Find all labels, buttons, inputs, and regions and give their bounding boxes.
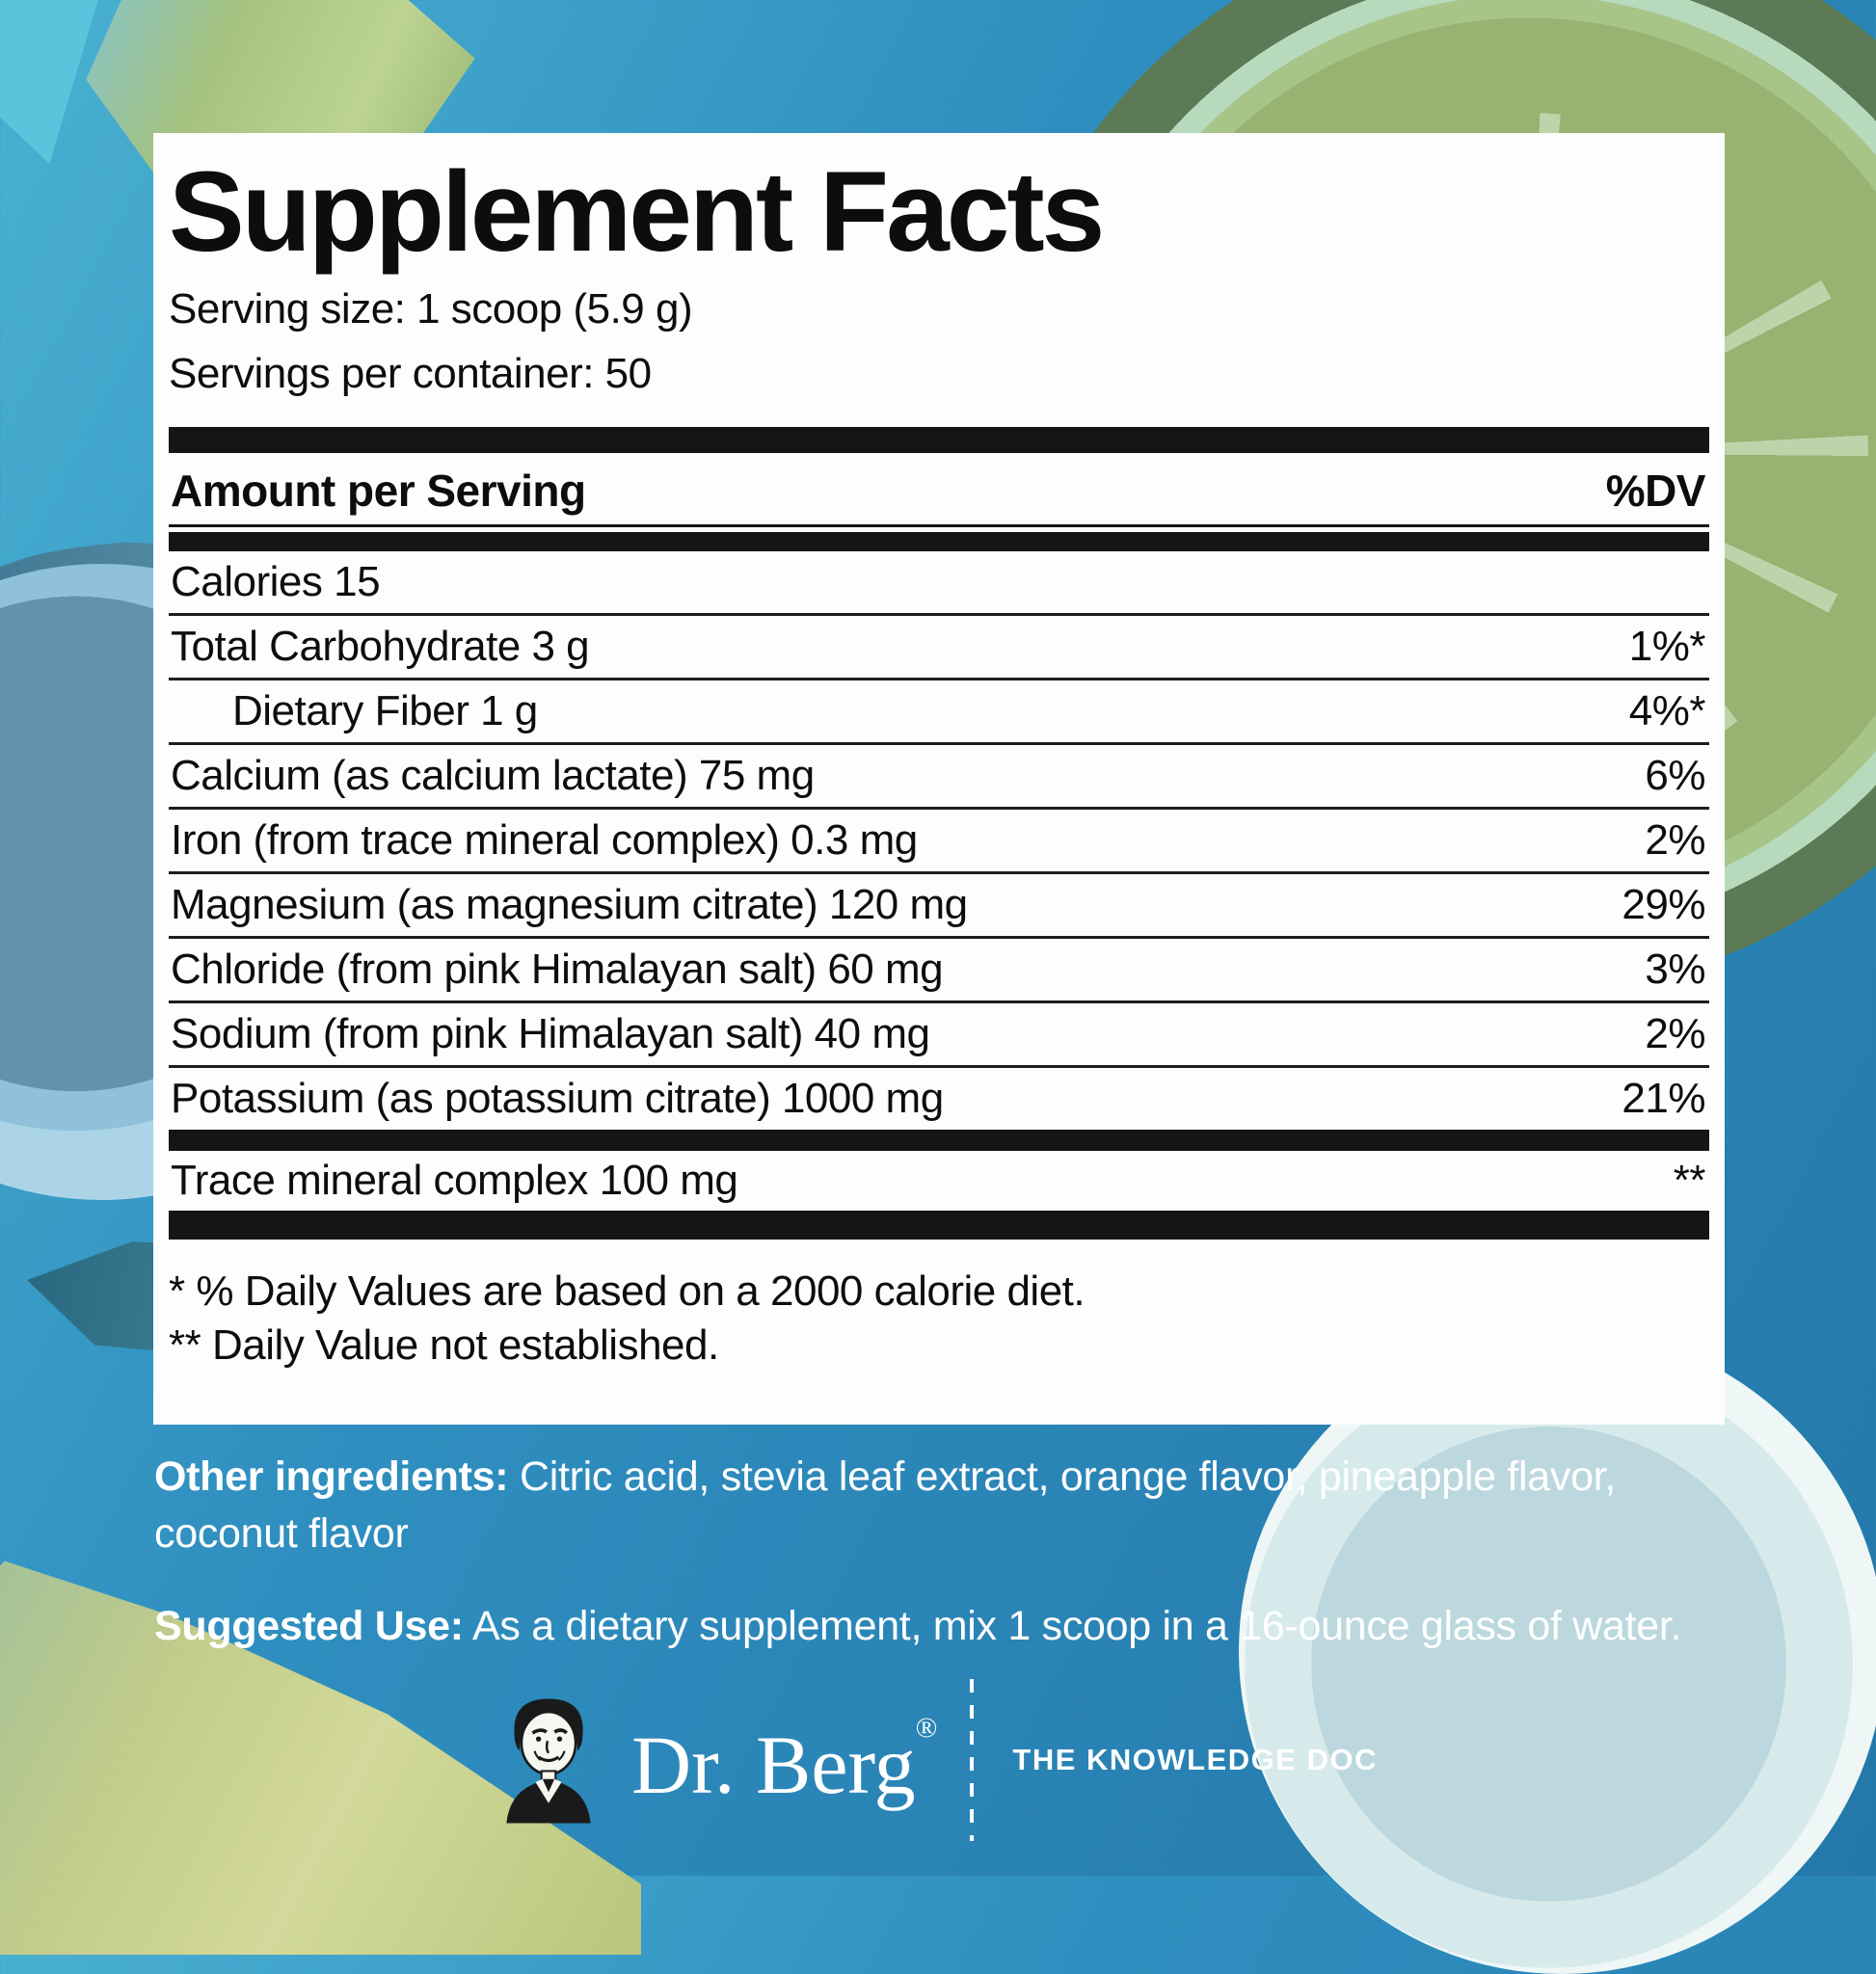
servings-per-container-line: Servings per container: 50 [169,349,652,397]
thick-rule-under-header [169,532,1709,552]
suggested-use-line: Suggested Use: As a dietary supplement, … [154,1598,1774,1655]
thick-rule-bottom [169,1211,1709,1240]
table-row: Calories 15 [169,551,1709,617]
table-row-dv: 1%* [1628,623,1706,671]
table-row-dv: 21% [1621,1075,1705,1123]
table-row: Total Carbohydrate 3 g 1%* [169,616,1709,681]
footnote-daily-values: * % Daily Values are based on a 2000 cal… [169,1267,1085,1316]
serving-size-line: Serving size: 1 scoop (5.9 g) [169,285,693,333]
table-row: Sodium (from pink Himalayan salt) 40 mg … [169,1003,1709,1069]
table-row-name: Iron (from trace mineral complex) 0.3 mg [171,816,918,865]
footnotes: * % Daily Values are based on a 2000 cal… [169,1265,1709,1374]
table-row-name: Dietary Fiber 1 g [232,687,538,735]
brand-tagline: THE KNOWLEDGE DOC [1012,1743,1378,1776]
table-row: Iron (from trace mineral complex) 0.3 mg… [169,810,1709,875]
table-row-name: Calcium (as calcium lactate) 75 mg [171,752,815,800]
page-title: Supplement Facts [169,148,1105,276]
thick-rule-top [169,427,1709,454]
table-row-name: Potassium (as potassium citrate) 1000 mg [171,1075,944,1123]
coconut-half-right-image [1239,1328,1876,1974]
table-row: Dietary Fiber 1 g 4%* [169,680,1709,746]
table-row-name: Calories 15 [171,558,381,606]
table-row-name: Magnesium (as magnesium citrate) 120 mg [171,881,968,929]
trace-row-name: Trace mineral complex 100 mg [171,1157,738,1205]
dr-berg-portrait-icon [506,1698,591,1824]
thick-rule-above-trace [169,1130,1709,1152]
table-row-dv: 3% [1645,946,1705,994]
footnote-not-established: ** Daily Value not established. [169,1321,719,1370]
table-row-name: Total Carbohydrate 3 g [171,623,590,671]
brand-logo: Dr. Berg® THE KNOWLEDGE DOC [0,1679,1876,1841]
table-row-dv: 29% [1621,881,1705,929]
logo-dashed-divider [970,1679,975,1841]
other-ingredients-line: Other ingredients: Citric acid, stevia l… [154,1449,1774,1563]
suggested-use-label: Suggested Use: [154,1602,464,1649]
trace-row-dv: ** [1673,1157,1706,1205]
trace-mineral-row: Trace mineral complex 100 mg ** [169,1151,1709,1211]
brand-name: Dr. Berg® [631,1712,938,1811]
supplement-facts-panel: Supplement Facts Serving size: 1 scoop (… [153,133,1725,1425]
table-row-dv: 2% [1645,1010,1705,1058]
registered-mark: ® [915,1712,938,1744]
other-ingredients-text-2: coconut flavor [154,1510,409,1558]
table-row-name: Chloride (from pink Himalayan salt) 60 m… [171,946,944,994]
table-row-dv: 2% [1645,816,1705,865]
table-row-dv: 6% [1645,752,1705,800]
table-header-dv: %DV [1605,466,1706,517]
table-row-dv: 4%* [1628,687,1706,735]
suggested-use-text: As a dietary supplement, mix 1 scoop in … [472,1602,1682,1649]
below-panel-text: Other ingredients: Citric acid, stevia l… [154,1449,1774,1655]
table-row: Magnesium (as magnesium citrate) 120 mg … [169,874,1709,940]
table-row-name: Sodium (from pink Himalayan salt) 40 mg [171,1010,930,1058]
table-row: Potassium (as potassium citrate) 1000 mg… [169,1068,1709,1130]
pineapple-shard-image [0,0,102,164]
table-row: Calcium (as calcium lactate) 75 mg 6% [169,745,1709,811]
other-ingredients-label: Other ingredients: [154,1454,509,1500]
other-ingredients-text-1: Citric acid, stevia leaf extract, orange… [519,1454,1616,1500]
table-header-amount: Amount per Serving [171,466,586,517]
table-header-row: Amount per Serving %DV [169,453,1709,528]
facts-rows: Calories 15 Total Carbohydrate 3 g 1%* D… [169,551,1709,1130]
table-row: Chloride (from pink Himalayan salt) 60 m… [169,939,1709,1004]
